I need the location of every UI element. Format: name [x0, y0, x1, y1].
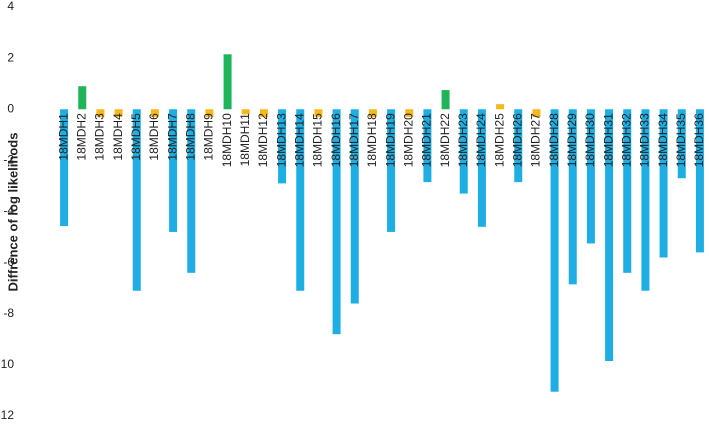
- x-tick-label: 18MDH30: [583, 113, 597, 167]
- x-tick-label: 18MDH33: [638, 113, 652, 167]
- x-tick-label: 18MDH24: [474, 113, 488, 167]
- bar: [114, 109, 123, 117]
- x-tick-label: 18MDH32: [619, 113, 633, 167]
- bar: [514, 109, 523, 183]
- x-tick-label: 18MDH22: [438, 113, 452, 167]
- x-tick-label: 18MDH2: [74, 113, 88, 161]
- bar: [78, 86, 87, 110]
- x-tick-label: 18MDH19: [383, 113, 397, 167]
- x-tick-label: 18MDH3: [93, 113, 107, 161]
- x-tick-label: 18MDH12: [256, 113, 270, 167]
- bar: [405, 109, 414, 117]
- x-tick-label: 18MDH26: [510, 113, 524, 167]
- y-tick-label: 2: [7, 50, 14, 64]
- bar: [532, 109, 541, 117]
- bar: [278, 109, 287, 184]
- x-tick-label: 18MDH35: [674, 113, 688, 167]
- bar: [187, 109, 196, 273]
- x-tick-label: 18MDH9: [202, 113, 216, 161]
- y-tick-label: -6: [3, 255, 14, 269]
- bar: [496, 104, 505, 110]
- bar: [659, 109, 668, 258]
- x-tick-label: 18MDH36: [692, 113, 706, 167]
- x-tick-label: 18MDH6: [147, 113, 161, 161]
- x-tick-label: 18MDH8: [183, 113, 197, 161]
- bar: [568, 109, 577, 285]
- bar: [150, 109, 159, 117]
- x-tick-label: 18MDH16: [329, 113, 343, 167]
- bar: [132, 109, 141, 291]
- x-tick-label: 18MDH31: [601, 113, 615, 167]
- y-tick-label: -10: [0, 357, 14, 371]
- x-tick-label: 18MDH27: [529, 113, 543, 167]
- bar: [60, 109, 69, 227]
- x-tick-label: 18MDH5: [129, 113, 143, 161]
- x-tick-label: 18MDH20: [401, 113, 415, 167]
- y-tick-label: 4: [7, 0, 14, 13]
- bar: [368, 109, 377, 117]
- bar: [605, 109, 614, 362]
- x-tick-label: 18MDH18: [365, 113, 379, 167]
- x-tick-label: 18MDH11: [238, 113, 252, 166]
- x-tick-label: 18MDH23: [456, 113, 470, 167]
- x-tick-label: 18MDH28: [547, 113, 561, 167]
- x-tick-label: 18MDH14: [292, 113, 306, 167]
- y-tick-label: -12: [0, 408, 14, 422]
- bar: [387, 109, 396, 232]
- bar: [641, 109, 650, 291]
- bar: [586, 109, 595, 244]
- bar: [423, 109, 432, 183]
- y-tick-label: -4: [3, 204, 14, 218]
- bar: [96, 109, 105, 117]
- x-tick-label: 18MDH29: [565, 113, 579, 167]
- x-tick-label: 18MDH7: [165, 113, 179, 161]
- y-axis-label: Diffrence of log likelihods: [5, 133, 20, 292]
- bar: [223, 54, 232, 110]
- bar: [205, 109, 214, 117]
- y-tick-label: -2: [3, 153, 14, 167]
- x-tick-label: 18MDH34: [656, 113, 670, 167]
- bar: [259, 109, 268, 117]
- y-tick-label: -8: [3, 306, 14, 320]
- x-tick-label: 18MDH17: [347, 113, 361, 167]
- x-tick-label: 18MDH25: [492, 113, 506, 167]
- bar: [677, 109, 686, 179]
- x-tick-label: 18MDH15: [311, 113, 325, 167]
- bar: [332, 109, 341, 335]
- bar: [477, 109, 486, 227]
- x-tick-label: 18MDH4: [111, 113, 125, 161]
- bar: [314, 109, 323, 117]
- bar: [169, 109, 178, 232]
- bar: [695, 109, 704, 253]
- bar: [459, 109, 468, 194]
- bar: [550, 109, 559, 392]
- bar: [241, 109, 250, 115]
- bar: [296, 109, 305, 291]
- bar: [623, 109, 632, 273]
- x-tick-label: 18MDH21: [420, 113, 434, 167]
- y-tick-label: 0: [7, 101, 14, 115]
- x-tick-label: 18MDH1: [56, 113, 70, 161]
- bar: [350, 109, 359, 304]
- x-tick-label: 18MDH10: [220, 113, 234, 167]
- bar: [441, 90, 450, 110]
- x-tick-label: 18MDH13: [274, 113, 288, 167]
